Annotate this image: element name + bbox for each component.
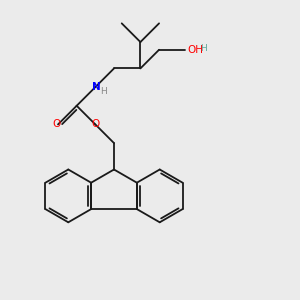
Text: OH: OH [187, 45, 203, 55]
Text: H: H [200, 44, 207, 53]
Text: H: H [100, 87, 107, 96]
Text: O: O [52, 119, 61, 129]
Text: O: O [91, 119, 100, 129]
Text: N: N [92, 82, 100, 92]
